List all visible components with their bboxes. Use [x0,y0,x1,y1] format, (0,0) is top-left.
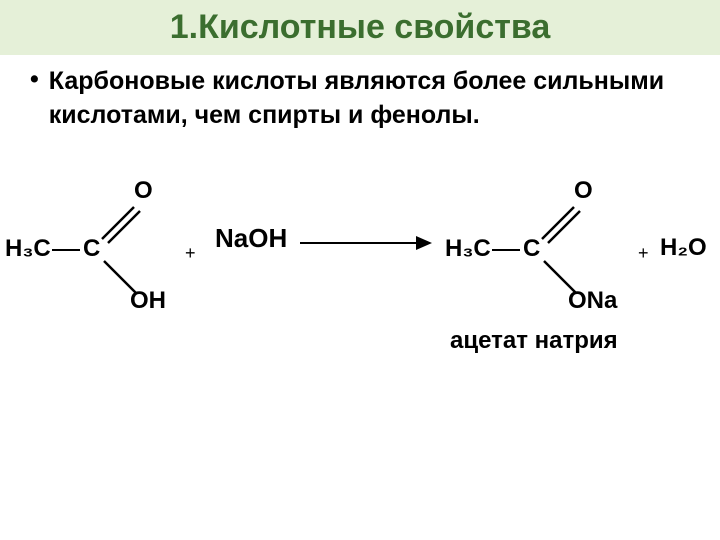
bullet-marker: • [30,65,39,94]
bond-h3c-c-1 [52,249,80,252]
plus-2: + [638,243,649,264]
body-text: • Карбоновые кислоты являются более силь… [0,55,720,153]
productA-left: H₃C [445,235,491,263]
bullet-text: Карбоновые кислоты являются более сильны… [49,65,690,133]
title-bar: 1.Кислотные свойства [0,0,720,55]
arrow-shaft [300,242,418,245]
reactantA-OH: OH [130,287,166,315]
reactantA-left: H₃C [5,235,51,263]
bond-h3c-c-2 [492,249,520,252]
bullet-row: • Карбоновые кислоты являются более силь… [30,65,690,133]
reaction-diagram: H₃C C O OH + NaOH H₃C C O ONa + H₂O ацет… [0,163,720,383]
product-label: ацетат натрия [450,327,618,355]
reactantA-topO: O [134,177,153,205]
reactantB: NaOH [215,223,287,254]
productA-ONa: ONa [568,287,617,315]
productB: H₂O [660,234,707,262]
page-title: 1.Кислотные свойства [170,8,551,47]
arrow-head [416,236,432,250]
productA-topO: O [574,177,593,205]
plus-1: + [185,243,196,264]
